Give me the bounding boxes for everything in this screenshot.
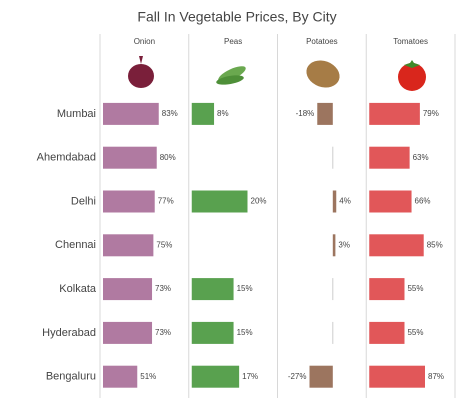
bar xyxy=(103,146,157,169)
bar xyxy=(103,102,159,125)
chart-title: Fall In Vegetable Prices, By City xyxy=(137,9,336,25)
value-label: 15% xyxy=(237,328,253,337)
panel-header: Peas xyxy=(224,37,242,46)
bar xyxy=(369,102,420,125)
value-label: 17% xyxy=(242,372,258,381)
value-label: 73% xyxy=(155,284,171,293)
bar xyxy=(309,365,333,388)
bar xyxy=(191,321,234,344)
y-tick-label: Ahemdabad xyxy=(37,152,96,164)
onion-icon xyxy=(139,56,143,64)
value-label: 8% xyxy=(217,109,229,118)
bar xyxy=(191,365,240,388)
bar xyxy=(103,365,138,388)
bar xyxy=(103,321,153,344)
value-label: 85% xyxy=(427,240,443,249)
y-tick-label: Hyderabad xyxy=(42,327,96,339)
peas-icon xyxy=(216,75,244,85)
value-label: 80% xyxy=(160,153,176,162)
panel-header: Onion xyxy=(134,37,155,46)
value-label: 79% xyxy=(423,109,439,118)
value-label: 75% xyxy=(156,240,172,249)
bar xyxy=(369,190,412,213)
value-label: 63% xyxy=(413,153,429,162)
y-tick-label: Mumbai xyxy=(57,108,96,120)
tomato-icon xyxy=(398,63,426,91)
value-label: 3% xyxy=(338,240,350,249)
bar xyxy=(103,234,154,257)
value-label: 15% xyxy=(237,284,253,293)
value-label: 55% xyxy=(407,328,423,337)
y-tick-label: Bengaluru xyxy=(46,371,96,383)
value-label: -27% xyxy=(288,372,307,381)
y-tick-label: Delhi xyxy=(71,195,96,207)
bar xyxy=(191,102,215,125)
bar xyxy=(332,234,336,257)
value-label: 51% xyxy=(140,372,156,381)
value-label: 77% xyxy=(158,197,174,206)
y-tick-label: Chennai xyxy=(55,239,96,251)
bar xyxy=(332,190,337,213)
value-label: 73% xyxy=(155,328,171,337)
bar xyxy=(317,102,333,125)
bar xyxy=(369,321,405,344)
bar xyxy=(103,278,153,301)
bar xyxy=(369,234,424,257)
bar xyxy=(369,278,405,301)
tomato-icon xyxy=(404,60,420,68)
panel-header: Tomatoes xyxy=(393,37,428,46)
value-label: 66% xyxy=(415,197,431,206)
bar xyxy=(103,190,155,213)
potato-icon xyxy=(306,60,340,88)
onion-icon xyxy=(128,64,154,88)
value-label: 4% xyxy=(339,197,351,206)
bar xyxy=(369,146,410,169)
y-tick-label: Kolkata xyxy=(59,283,97,295)
value-label: 87% xyxy=(428,372,444,381)
panel-header: Potatoes xyxy=(306,37,338,46)
bar xyxy=(369,365,425,388)
value-label: 20% xyxy=(251,197,267,206)
icons xyxy=(128,56,426,91)
bar xyxy=(191,278,234,301)
bar xyxy=(191,190,248,213)
value-label: 55% xyxy=(407,284,423,293)
value-label: -18% xyxy=(296,109,315,118)
value-label: 83% xyxy=(162,109,178,118)
